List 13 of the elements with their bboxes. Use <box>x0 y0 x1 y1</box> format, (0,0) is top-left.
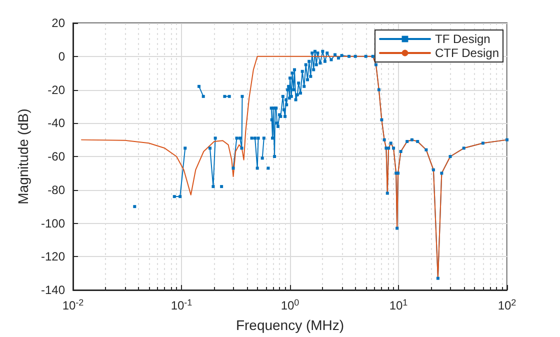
y-tick-label: -40 <box>48 116 66 130</box>
x-axis-title: Frequency (MHz) <box>236 317 344 333</box>
legend-label: TF Design <box>434 32 490 46</box>
y-tick-label: -20 <box>48 82 66 97</box>
y-tick-label: -120 <box>40 250 66 264</box>
y-axis-title: Magnitude (dB) <box>15 108 32 204</box>
legend-label: CTF Design <box>434 46 499 60</box>
y-tick-label: -100 <box>40 216 66 230</box>
y-tick-label: 20 <box>52 16 66 30</box>
y-tick-label: -140 <box>40 283 66 297</box>
y-tick-label: -60 <box>48 150 66 164</box>
y-tick-label: -80 <box>48 182 66 197</box>
y-tick-label: 0 <box>58 49 66 64</box>
